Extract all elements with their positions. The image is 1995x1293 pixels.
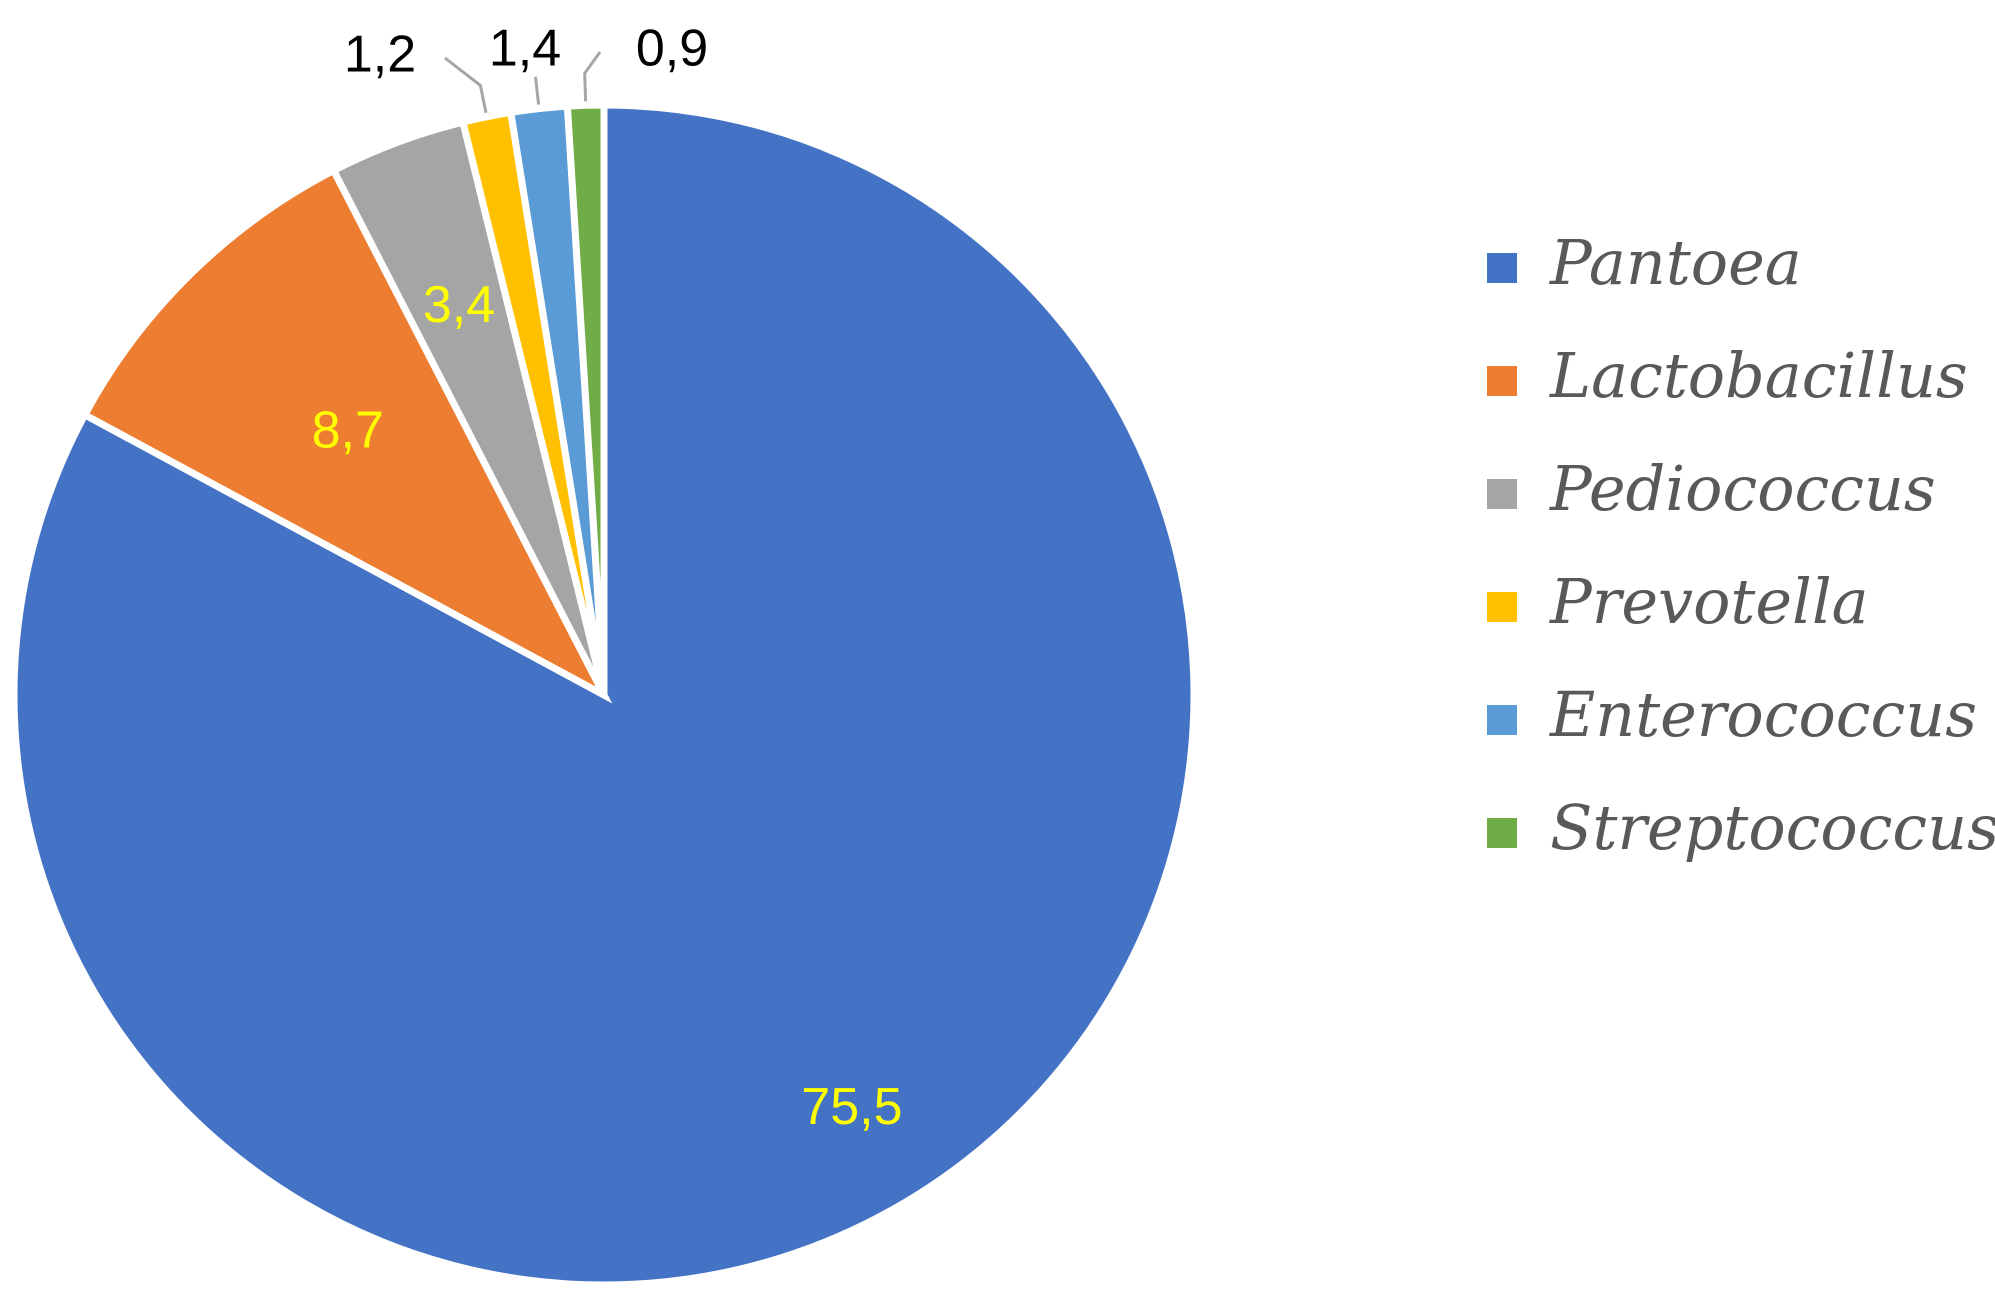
data-label-prevotella: 1,2 (344, 26, 416, 84)
legend-label-enterococcus: Enterococcus (1549, 678, 1977, 751)
data-labels: 75,5 8,7 3,4 1,2 1,4 0,9 (312, 20, 903, 1137)
legend-item-prevotella: Prevotella (1487, 565, 1869, 638)
leader-line-enterococcus (534, 76, 541, 105)
data-label-streptococcus: 0,9 (636, 20, 708, 78)
leader-line-prevotella (444, 56, 488, 114)
legend-swatch-streptococcus (1487, 818, 1517, 848)
legend-label-lactobacillus: Lactobacillus (1549, 339, 1968, 412)
legend-item-enterococcus: Enterococcus (1487, 678, 1977, 751)
slice-streptococcus (563, 101, 608, 696)
pie-slices (10, 101, 1198, 1289)
legend-swatch-prevotella (1487, 592, 1517, 622)
legend-label-prevotella: Prevotella (1549, 565, 1869, 638)
legend-item-pantoea: Pantoea (1487, 226, 1802, 299)
leader-line-streptococcus (583, 51, 602, 102)
legend-label-streptococcus: Streptococcus (1550, 791, 1995, 864)
legend-item-lactobacillus: Lactobacillus (1487, 339, 1968, 412)
legend-label-pantoea: Pantoea (1549, 226, 1802, 299)
legend: Pantoea Lactobacillus Pediococcus Prevotell… (1487, 226, 1995, 864)
slice-lactobacillus (80, 165, 613, 704)
leader-lines (444, 51, 602, 114)
legend-swatch-enterococcus (1487, 705, 1517, 735)
data-label-lactobacillus: 8,7 (312, 402, 384, 460)
data-label-enterococcus: 1,4 (489, 20, 561, 78)
data-label-pediococcus: 3,4 (423, 276, 495, 334)
data-label-pantoea: 75,5 (801, 1078, 902, 1136)
legend-item-pediococcus: Pediococcus (1487, 452, 1936, 525)
legend-swatch-pantoea (1487, 253, 1517, 283)
legend-label-pediococcus: Pediococcus (1549, 452, 1936, 525)
legend-swatch-pediococcus (1487, 479, 1517, 509)
legend-item-streptococcus: Streptococcus (1487, 791, 1995, 864)
legend-swatch-lactobacillus (1487, 366, 1517, 396)
